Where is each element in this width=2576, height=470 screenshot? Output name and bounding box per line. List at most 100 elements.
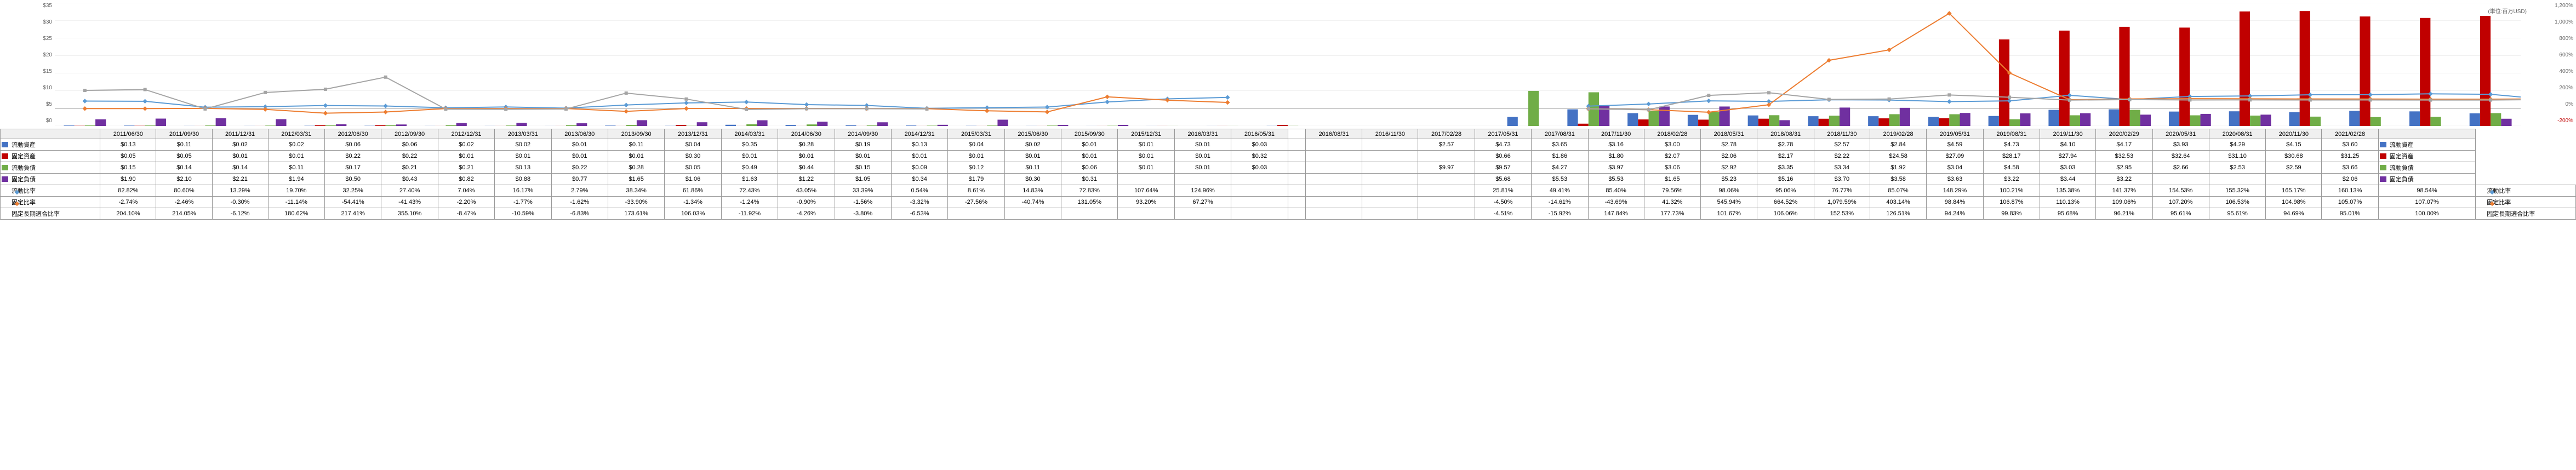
series-row: 流動負債$0.15$0.14$0.14$0.11$0.17$0.21$0.21$… — [1, 162, 2576, 174]
data-cell: $2.07 — [1644, 151, 1700, 162]
data-cell: -6.53% — [891, 208, 947, 220]
gap — [1288, 208, 1305, 220]
data-cell: 403.14% — [1870, 197, 1926, 208]
data-cell: $0.11 — [608, 139, 664, 151]
data-cell: $0.12 — [948, 162, 1004, 174]
data-cell: $3.70 — [1814, 174, 1870, 185]
y-right-tick: 200% — [2559, 85, 2573, 91]
data-cell: $0.35 — [721, 139, 778, 151]
data-cell — [2152, 174, 2209, 185]
data-cell: 96.21% — [2096, 208, 2152, 220]
data-cell: $4.73 — [1983, 139, 2040, 151]
y-axis-left: $0$5$10$15$20$25$30$35 — [3, 3, 52, 126]
data-cell: -4.51% — [1475, 208, 1531, 220]
data-cell: $0.09 — [891, 162, 947, 174]
data-cell: $0.43 — [381, 174, 438, 185]
data-cell: 98.84% — [1927, 197, 1983, 208]
data-cell — [1305, 151, 1362, 162]
data-cell: 100.21% — [1983, 185, 2040, 197]
data-cell: -15.92% — [1532, 208, 1588, 220]
data-cell: $0.28 — [608, 162, 664, 174]
data-cell: $0.28 — [778, 139, 835, 151]
data-cell: -1.24% — [721, 197, 778, 208]
data-cell: $0.01 — [948, 151, 1004, 162]
series-label: 固定比率 — [1, 197, 100, 208]
data-cell: 95.61% — [2209, 208, 2265, 220]
data-cell: $0.02 — [212, 139, 268, 151]
data-cell: $0.17 — [325, 162, 381, 174]
data-cell: 43.05% — [778, 185, 835, 197]
data-cell: $1.65 — [608, 174, 664, 185]
data-cell: -4.26% — [778, 208, 835, 220]
data-cell: $0.02 — [495, 139, 551, 151]
data-cell: $9.57 — [1475, 162, 1531, 174]
data-cell: $0.13 — [495, 162, 551, 174]
data-cell: $4.15 — [2266, 139, 2322, 151]
data-cell: -2.46% — [156, 197, 212, 208]
series-label: 流動資産 — [1, 139, 100, 151]
data-cell: 95.68% — [2040, 208, 2096, 220]
data-cell: 27.40% — [381, 185, 438, 197]
data-cell: -41.43% — [381, 197, 438, 208]
data-cell: $0.01 — [551, 139, 608, 151]
data-cell: $0.50 — [325, 174, 381, 185]
data-cell: 25.81% — [1475, 185, 1531, 197]
series-label-right: 流動比率 — [2476, 185, 2576, 197]
data-cell: $3.00 — [1644, 139, 1700, 151]
data-cell: $2.53 — [2209, 162, 2265, 174]
data-cell: $0.06 — [325, 139, 381, 151]
data-cell: -11.92% — [721, 208, 778, 220]
data-cell: $0.66 — [1475, 151, 1531, 162]
data-cell: $3.22 — [2096, 174, 2152, 185]
data-cell: $0.32 — [1231, 151, 1288, 162]
data-cell: $0.01 — [1174, 139, 1231, 151]
data-cell: 107.07% — [2378, 197, 2476, 208]
data-cell: $0.13 — [891, 139, 947, 151]
data-cell: 106.06% — [1757, 208, 1814, 220]
data-cell: -4.50% — [1475, 197, 1531, 208]
date-header: 2015/06/30 — [1004, 129, 1061, 139]
data-cell — [1362, 208, 1418, 220]
data-cell: $0.88 — [495, 174, 551, 185]
date-header: 2015/03/31 — [948, 129, 1004, 139]
data-cell: 13.29% — [212, 185, 268, 197]
data-cell: 165.17% — [2266, 185, 2322, 197]
data-cell: $0.02 — [268, 139, 324, 151]
data-cell — [2266, 174, 2322, 185]
data-cell: $3.93 — [2152, 139, 2209, 151]
date-header: 2019/05/31 — [1927, 129, 1983, 139]
data-cell: $0.02 — [438, 139, 494, 151]
data-cell: $0.05 — [156, 151, 212, 162]
gap — [1288, 197, 1305, 208]
data-cell — [1305, 197, 1362, 208]
date-header: 2020/11/30 — [2266, 129, 2322, 139]
data-cell: $27.94 — [2040, 151, 2096, 162]
date-header: 2016/08/31 — [1305, 129, 1362, 139]
data-cell: 173.61% — [608, 208, 664, 220]
data-cell: $2.21 — [212, 174, 268, 185]
data-cell: $5.53 — [1588, 174, 1644, 185]
data-cell — [1305, 208, 1362, 220]
data-cell: 214.05% — [156, 208, 212, 220]
gap — [1288, 162, 1305, 174]
data-cell: $1.63 — [721, 174, 778, 185]
data-cell: 131.05% — [1061, 197, 1118, 208]
gap — [1288, 185, 1305, 197]
date-header: 2020/08/31 — [2209, 129, 2265, 139]
date-header: 2013/12/31 — [665, 129, 721, 139]
data-cell: $0.30 — [665, 151, 721, 162]
y-right-tick: -200% — [2557, 118, 2573, 124]
data-cell: -10.59% — [495, 208, 551, 220]
data-cell: $0.05 — [100, 151, 156, 162]
data-cell: 95.01% — [2322, 208, 2378, 220]
legend-header — [1, 129, 100, 139]
data-cell: $0.19 — [835, 139, 891, 151]
data-cell: 101.67% — [1701, 208, 1757, 220]
data-cell — [1174, 208, 1231, 220]
date-header: 2012/12/31 — [438, 129, 494, 139]
y-left-tick: $15 — [43, 68, 52, 74]
data-cell: $0.34 — [891, 174, 947, 185]
data-cell: $5.23 — [1701, 174, 1757, 185]
y-right-tick: 800% — [2559, 36, 2573, 42]
data-cell: 94.69% — [2266, 208, 2322, 220]
